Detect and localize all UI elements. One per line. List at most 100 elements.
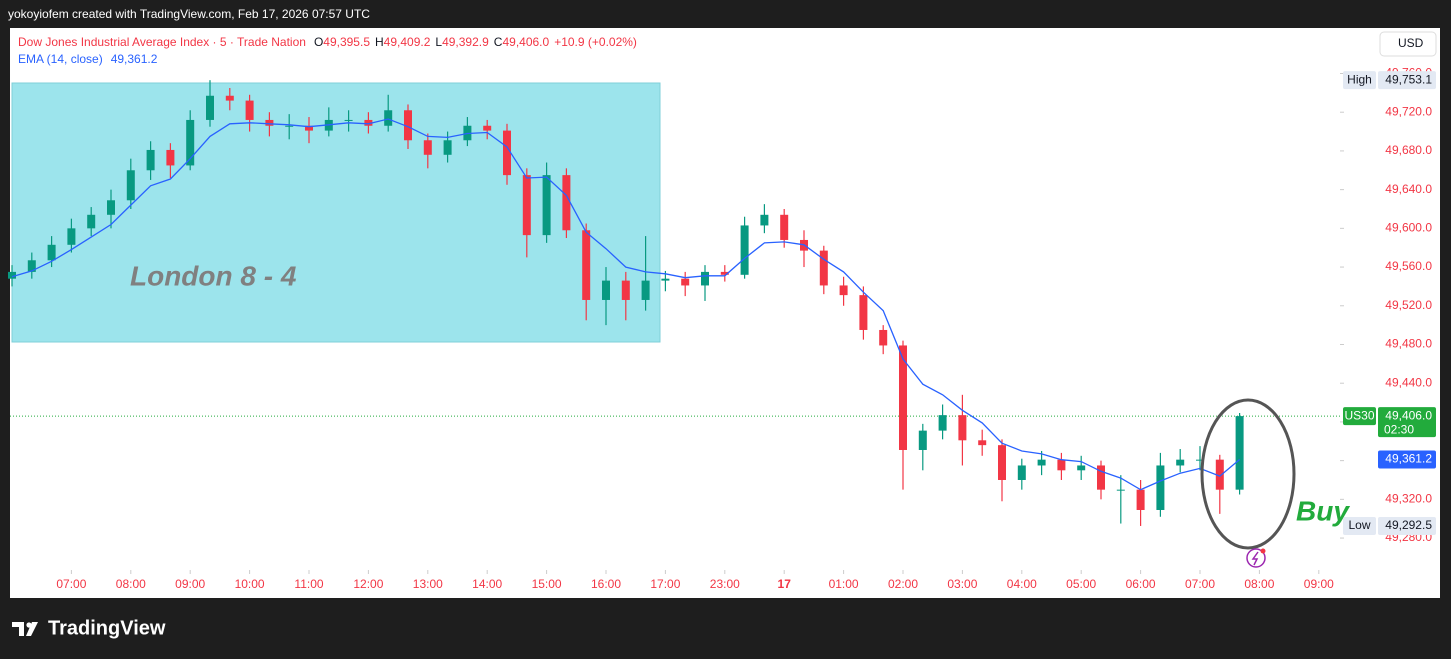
legend-value: 49,409.2 [384,35,431,49]
highlight-ellipse [1200,398,1296,550]
price-badge-name-box [1343,71,1376,90]
candle-body [1215,459,1224,490]
legend-key: O [314,35,323,49]
candle-body [1196,459,1204,461]
legend-value: 49,392.9 [442,35,489,49]
alert-dot [1260,548,1266,554]
legend-ema-name: EMA (14, close) [18,52,103,66]
candle-body [641,280,650,300]
candle-body [1116,489,1125,491]
candle-body [879,329,888,346]
session-box [11,82,661,343]
x-tick-label: 06:00 [1126,577,1156,591]
plot: 49,280.049,320.049,360.049,400.049,440.0… [8,66,1432,591]
candle-body [87,214,96,229]
header: yokoyiofem created with TradingView.com,… [8,7,370,21]
x-tick-label: 23:00 [710,577,740,591]
alert-icon [1246,548,1266,568]
y-tick-label: 49,680.0 [1385,143,1432,157]
candle-body [423,140,432,155]
price-badge [1378,450,1436,469]
x-tick-label: 04:00 [1007,577,1037,591]
price-badge [1378,516,1436,535]
y-tick-label: 49,440.0 [1385,375,1432,389]
candle-body [562,175,571,231]
ema-line [11,118,1241,491]
candle-body [443,140,452,155]
x-tick-label: 08:00 [1244,577,1274,591]
candle-body [364,119,373,126]
currency-box[interactable] [1379,31,1437,57]
candle-body [166,149,175,166]
x-tick-label: 17 [778,577,792,591]
price-badge-value: 49,292.5 [1385,518,1432,532]
candle-body [206,95,214,120]
price-badge-value: 49,753.1 [1385,72,1432,86]
x-tick-label: 01:00 [829,577,859,591]
legend-title: Dow Jones Industrial Average Index · 5 ·… [18,35,306,49]
legend-key: C [494,35,503,49]
legend-key: H [375,35,384,49]
candle-body [859,295,868,330]
candle-body [384,110,393,126]
candle-body [107,200,115,215]
candle-body [602,280,610,300]
legend-line-2: EMA (14, close) 49,361.2 [18,52,158,66]
y-tick-label: 49,560.0 [1385,259,1432,273]
x-tick-label: 02:00 [888,577,918,591]
candle-body [958,415,967,441]
candle-body [1057,459,1066,471]
candle-body [661,278,670,281]
candle-body [245,100,254,120]
candle-body [265,119,274,126]
candle-body [503,130,511,176]
candle-body [67,228,76,245]
candle-body [918,430,927,450]
x-tick-label: 12:00 [353,577,383,591]
legend-change: +10.9 (+0.02%) [554,35,637,49]
candle-body [701,271,709,286]
brand: TradingView [48,617,166,639]
candle-body [186,119,195,166]
candle-body [27,260,36,272]
candle-body [1017,465,1026,480]
x-tick-label: 03:00 [947,577,977,591]
y-tick-label: 49,520.0 [1385,298,1432,312]
candle-body [146,149,155,171]
y-tick-label: 49,720.0 [1385,104,1432,118]
x-tick-label: 13:00 [413,577,443,591]
x-tick-label: 09:00 [175,577,205,591]
legend-key: L [435,35,442,49]
price-badge-countdown: 02:30 [1384,422,1414,436]
legend-ema-value: 49,361.2 [111,52,158,66]
currency: USD [1398,36,1424,50]
brand-logo [12,622,38,636]
price-badge-name-box [1343,407,1376,426]
price-badge [1378,407,1436,438]
candle-body [483,125,492,131]
candle-body [542,175,551,236]
x-tick-label: 08:00 [116,577,146,591]
price-badge-name: US30 [1344,408,1374,422]
y-tick-label: 49,320.0 [1385,492,1432,506]
session-label: London 8 - 4 [130,260,297,291]
candle-body [225,95,234,101]
x-tick-label: 15:00 [532,577,562,591]
candle-body [681,278,690,286]
candle-body [1097,465,1105,490]
x-tick-label: 17:00 [650,577,680,591]
candle-body [1136,489,1145,510]
candle-body [938,415,947,431]
candle-body [404,110,412,141]
candle-body [899,345,907,450]
x-tick-label: 11:00 [294,577,323,591]
x-tick-label: 05:00 [1066,577,1096,591]
buy-label: Buy [1296,495,1350,526]
y-tick-label: 49,480.0 [1385,337,1432,351]
legend-line-1: Dow Jones Industrial Average Index · 5 ·… [18,35,637,49]
legend-value: 49,406.0 [502,35,549,49]
candle-body [1077,465,1086,471]
candle-body [740,225,749,275]
price-badge [1378,71,1436,90]
price-badge-name: Low [1348,518,1370,532]
